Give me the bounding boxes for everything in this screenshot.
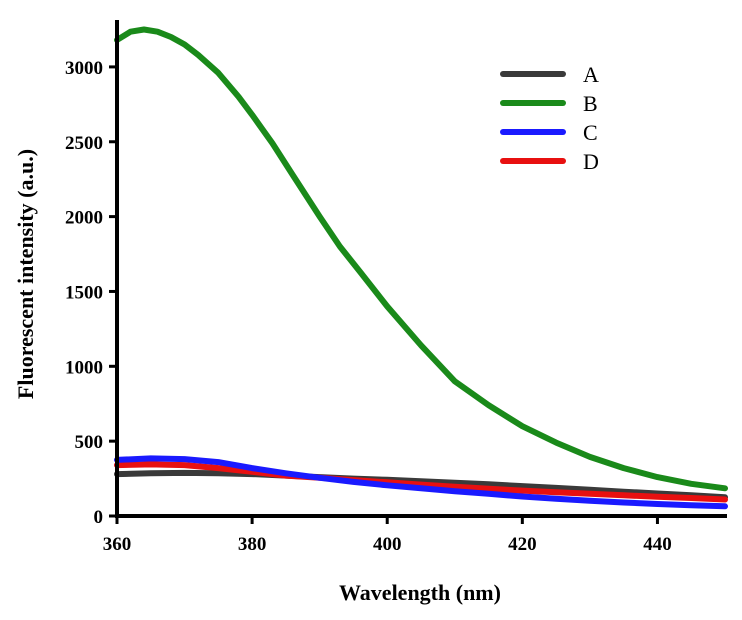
y-tick-label: 1500 bbox=[65, 282, 103, 303]
x-tick-label: 440 bbox=[643, 534, 672, 555]
series-line-b bbox=[114, 26, 728, 492]
y-tick-label: 0 bbox=[94, 507, 104, 528]
y-tick-label: 2500 bbox=[65, 133, 103, 154]
series-line-c bbox=[114, 455, 728, 510]
series-line-d bbox=[114, 461, 728, 503]
x-tick-label: 360 bbox=[103, 534, 132, 555]
y-axis-title: Fluorescent intensity (a.u.) bbox=[13, 149, 38, 399]
x-axis-title: Wavelength (nm) bbox=[339, 580, 501, 605]
series-line-a bbox=[114, 469, 728, 501]
y-tick-label: 500 bbox=[75, 432, 104, 453]
legend-label-b: B bbox=[583, 91, 598, 116]
legend-label-c: C bbox=[583, 120, 598, 145]
x-tick-label: 380 bbox=[238, 534, 267, 555]
x-tick-label: 420 bbox=[508, 534, 537, 555]
y-tick-label: 1000 bbox=[65, 357, 103, 378]
ticks: 360 380 400 420 440 0 500 1000 1500 2000 2500 3000 bbox=[65, 58, 672, 555]
legend-label-a: A bbox=[583, 62, 599, 87]
legend-label-d: D bbox=[583, 149, 599, 174]
plot-lines bbox=[114, 26, 728, 510]
y-tick-label: 2000 bbox=[65, 208, 103, 229]
axes bbox=[115, 20, 727, 518]
x-tick-label: 400 bbox=[373, 534, 402, 555]
y-tick-label: 3000 bbox=[65, 58, 103, 79]
